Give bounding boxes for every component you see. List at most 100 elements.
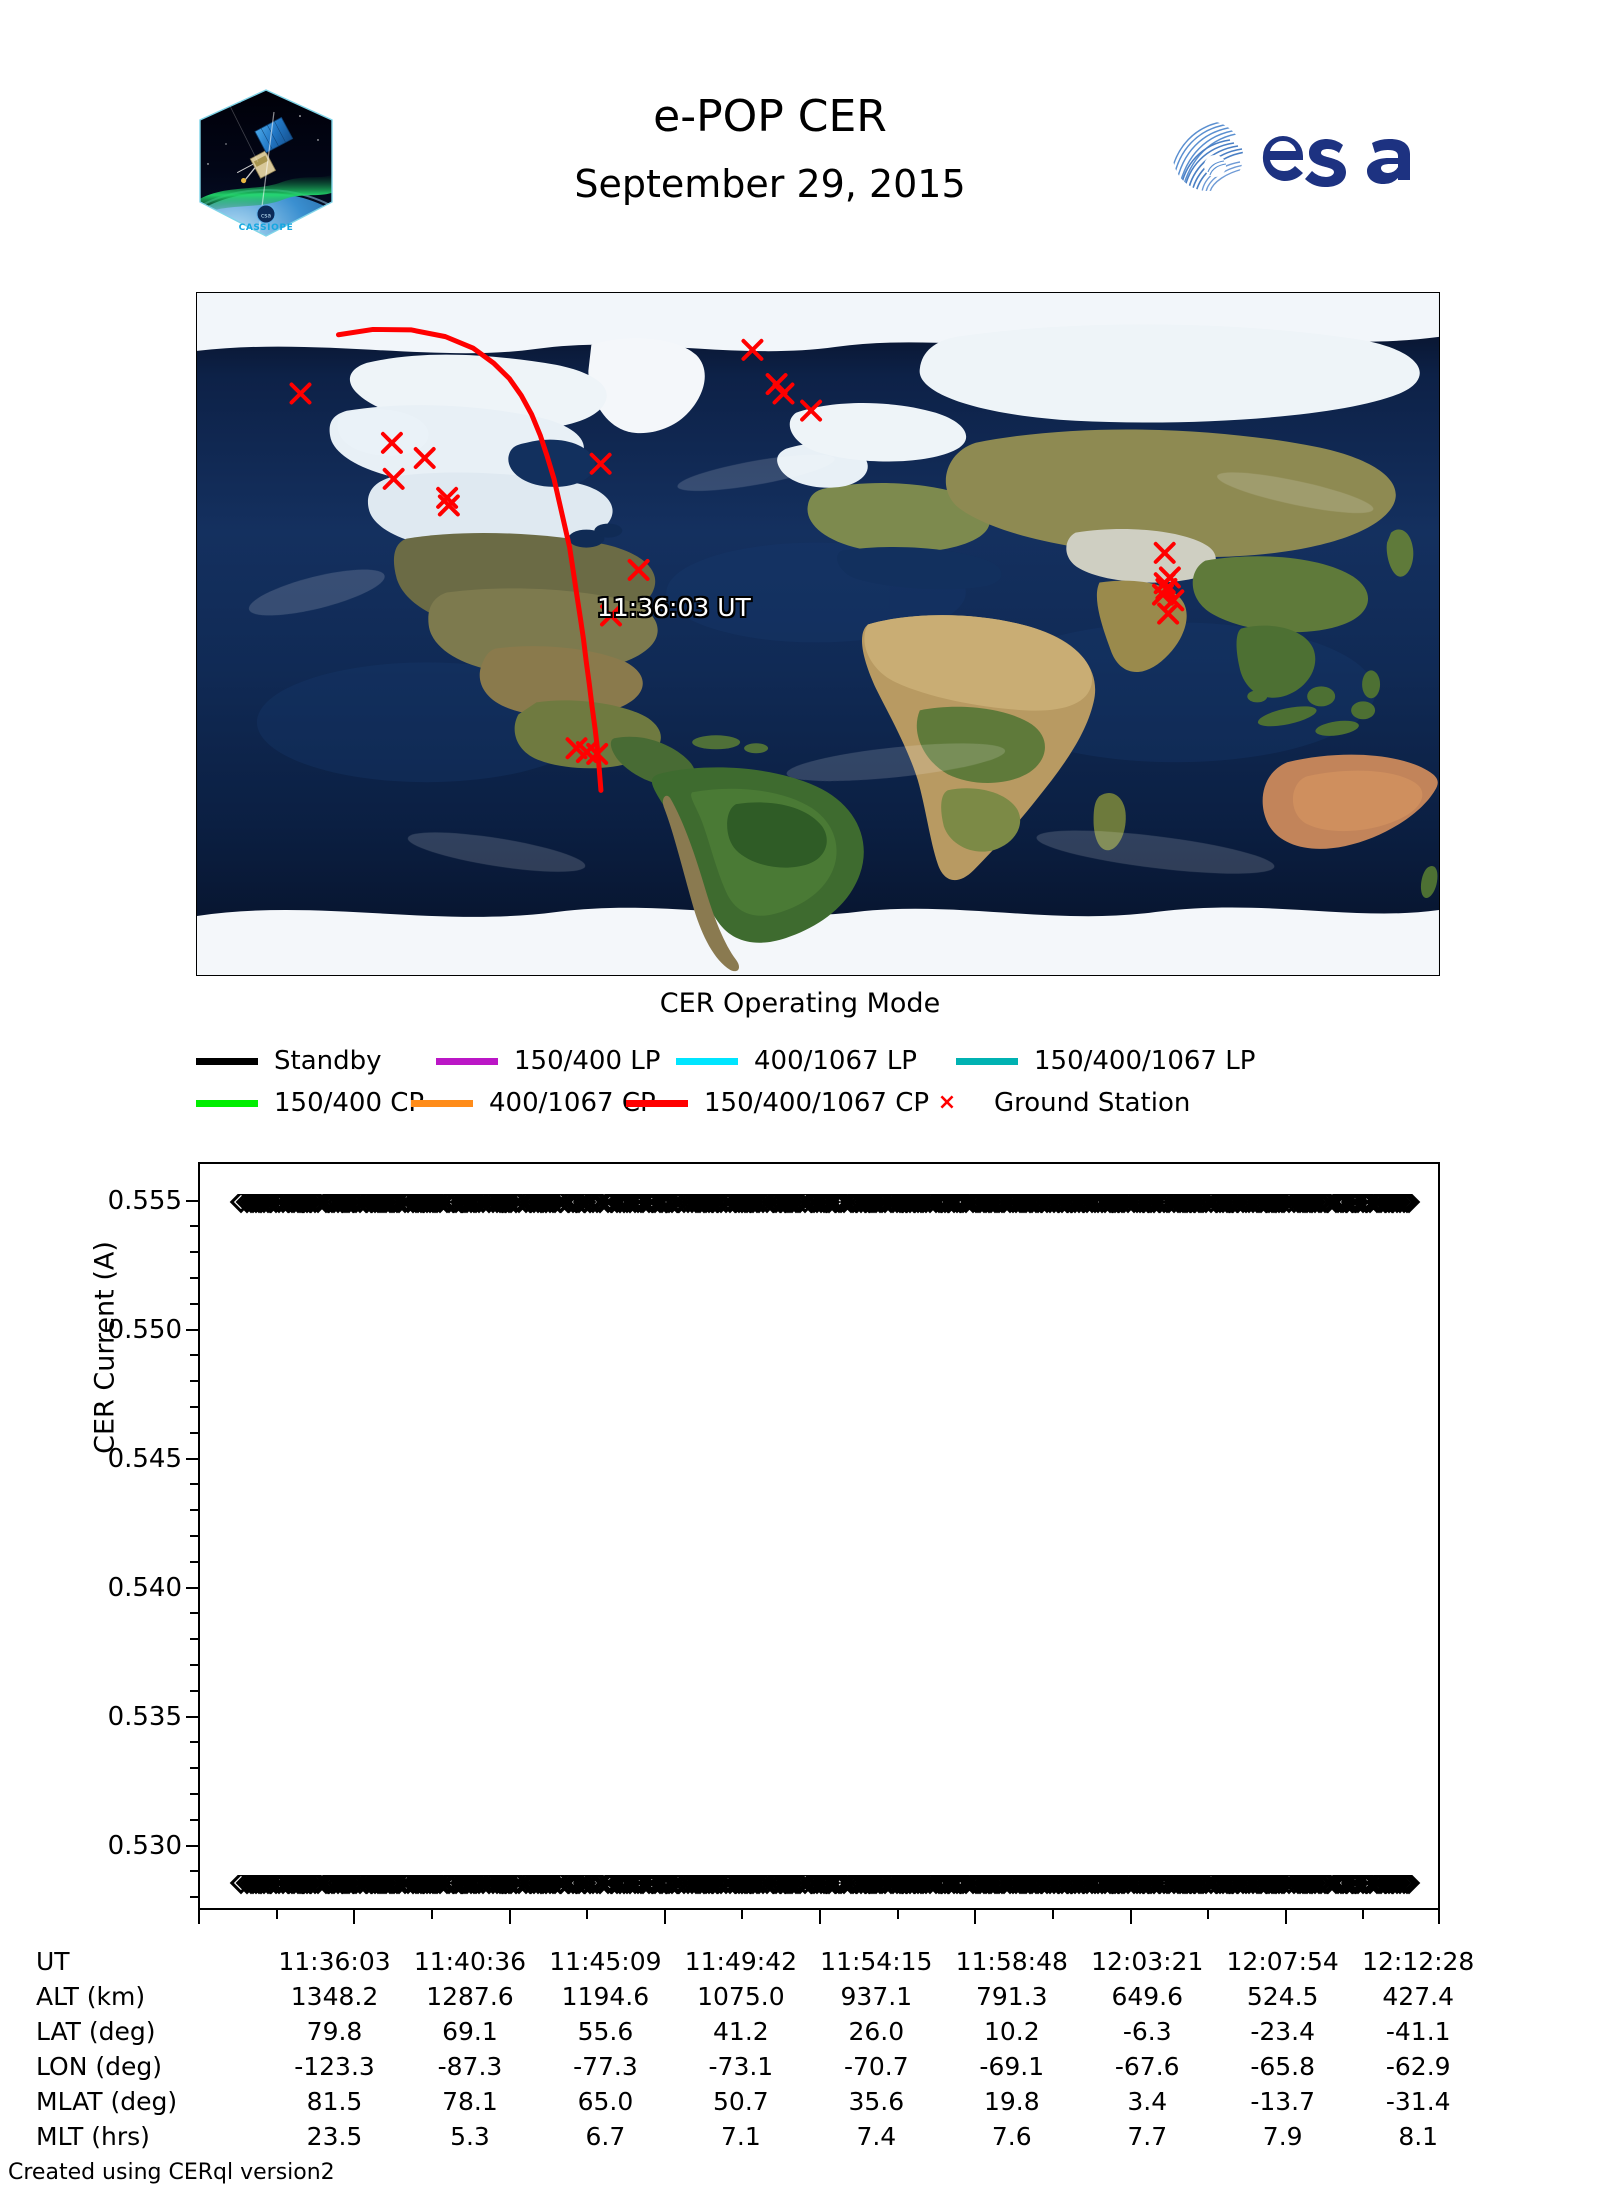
cassiope-logo-text: CASSIOPE xyxy=(239,223,294,233)
table-cell: 5.3 xyxy=(450,2122,490,2151)
ground-station-icon xyxy=(586,742,609,765)
ground-station-icon xyxy=(1151,583,1174,606)
y-tick-minor xyxy=(190,1225,200,1228)
legend-item-label: Standby xyxy=(274,1046,382,1076)
table-cell: 3.4 xyxy=(1127,2087,1168,2116)
ground-station-icon xyxy=(1162,589,1185,612)
legend-row-top: Standby 150/400 LP 400/1067 LP 150/400/1067… xyxy=(196,1040,1446,1082)
ground-station-legend-icon: × xyxy=(937,1090,957,1115)
legend-color-swatch xyxy=(411,1099,473,1107)
legend-item[interactable]: Standby xyxy=(196,1040,382,1082)
series-upper-markers xyxy=(200,1194,1438,1216)
table-cell: -67.6 xyxy=(1114,2052,1180,2081)
y-tick-label: 0.550 xyxy=(107,1314,182,1345)
table-cell: 937.1 xyxy=(840,1982,913,2011)
table-cell: -70.7 xyxy=(843,2052,909,2081)
table-cell: 65.0 xyxy=(577,2087,634,2116)
legend-item[interactable]: 150/400/1067 LP xyxy=(956,1040,1255,1082)
table-cell: 427.4 xyxy=(1382,1982,1454,2011)
legend-color-swatch xyxy=(436,1057,498,1065)
table-cell: 791.3 xyxy=(975,1982,1048,2011)
legend-item-label: 150/400/1067 LP xyxy=(1034,1046,1256,1076)
ground-station-icon xyxy=(627,558,650,581)
ground-station-icon xyxy=(800,399,823,422)
table-cell: -6.3 xyxy=(1122,2017,1172,2046)
x-tick-major xyxy=(663,1910,666,1924)
y-tick-label: 0.545 xyxy=(107,1443,182,1474)
table-cell: 11:36:03 xyxy=(278,1947,391,1976)
legend-item[interactable]: × Ground Station xyxy=(916,1082,1191,1124)
table-cell: -31.4 xyxy=(1385,2087,1451,2116)
cer-current-plot[interactable] xyxy=(198,1162,1440,1910)
x-tick-major xyxy=(1129,1910,1132,1924)
legend-row-bottom: 150/400 CP 400/1067 CP 150/400/1067 CP × Gro… xyxy=(196,1082,1446,1124)
y-tick-minor xyxy=(190,1535,200,1537)
legend-item[interactable]: 150/400 LP xyxy=(436,1040,660,1082)
svg-text:csa: csa xyxy=(261,213,271,220)
y-tick-minor xyxy=(190,1406,200,1409)
y-tick-minor xyxy=(190,1792,200,1795)
table-cell: 1075.0 xyxy=(697,1982,785,2011)
table-cell: 11:49:42 xyxy=(684,1947,797,1976)
y-tick-label: 0.535 xyxy=(107,1701,182,1732)
legend-item-label: 150/400 CP xyxy=(274,1088,425,1118)
footer-credit: Created using CERql version2 xyxy=(8,2160,335,2185)
table-cell: 1348.2 xyxy=(290,1982,379,2011)
table-cell: 7.1 xyxy=(720,2122,761,2151)
x-tick-major xyxy=(1284,1910,1287,1924)
table-cell: 11:58:48 xyxy=(955,1947,1068,1976)
x-tick-minor xyxy=(1051,1910,1054,1919)
table-cell: 26.0 xyxy=(848,2017,905,2046)
y-tick-minor xyxy=(190,1251,200,1254)
y-tick-minor xyxy=(190,1689,200,1692)
table-cell: 78.1 xyxy=(442,2087,498,2116)
legend-item-label: 150/400 LP xyxy=(514,1046,661,1076)
table-cell: -13.7 xyxy=(1250,2087,1316,2116)
legend-item[interactable]: 400/1067 LP xyxy=(676,1040,917,1082)
x-tick-major xyxy=(198,1910,200,1924)
x-tick-minor xyxy=(586,1910,589,1919)
table-cell: 12:03:21 xyxy=(1091,1947,1204,1976)
x-tick-minor xyxy=(1207,1910,1210,1919)
table-cell: 1194.6 xyxy=(561,1982,650,2011)
ground-station-icon xyxy=(1153,541,1176,564)
esa-logo xyxy=(1168,120,1450,192)
page-title: e-POP CER xyxy=(653,91,887,142)
table-row-header: MLAT (deg) xyxy=(36,2087,178,2116)
ground-station-icon xyxy=(741,338,764,361)
table-cell: 6.7 xyxy=(585,2122,626,2151)
table-cell: -73.1 xyxy=(708,2052,774,2081)
table-cell: -77.3 xyxy=(573,2052,638,2081)
legend-item-label: 150/400/1067 CP xyxy=(704,1088,930,1118)
table-row: MLAT (deg) 81.5 78.1 65.0 50.7 35.6 19.8 3.4 -13… xyxy=(36,2084,1486,2119)
legend-item[interactable]: 150/400/1067 CP xyxy=(626,1082,929,1124)
y-tick-minor xyxy=(190,1431,200,1434)
ground-station-icon xyxy=(600,604,622,627)
table-row: MLT (hrs) 23.5 5.3 6.7 7.1 7.4 7.6 7.7 7.9 8.1 xyxy=(36,2119,1486,2154)
table-cell: 79.8 xyxy=(306,2017,363,2046)
legend-item[interactable]: 150/400 CP xyxy=(196,1082,424,1124)
table-cell: 11:40:36 xyxy=(413,1947,527,1976)
y-tick-minor xyxy=(190,1663,200,1666)
table-cell: 8.1 xyxy=(1398,2122,1439,2151)
table-cell: 524.5 xyxy=(1246,1982,1319,2011)
legend-item-label: Ground Station xyxy=(994,1088,1191,1118)
x-tick-major xyxy=(1438,1910,1440,1924)
table-row: ALT (km) 1348.2 1287.6 1194.6 1075.0 937.1 791… xyxy=(36,1979,1486,2014)
table-cell: 23.5 xyxy=(306,2122,363,2151)
legend-item[interactable]: 400/1067 CP xyxy=(411,1082,656,1124)
table-cell: 19.8 xyxy=(983,2087,1040,2116)
table-row-header: MLT (hrs) xyxy=(36,2122,150,2151)
table-cell: -69.1 xyxy=(979,2052,1045,2081)
x-tick-minor xyxy=(1362,1910,1365,1919)
ground-track-map[interactable]: 11:36:03 UT 12:12:28 UT xyxy=(196,292,1440,976)
legend-color-swatch xyxy=(626,1099,688,1107)
y-tick-minor xyxy=(190,1277,200,1280)
ground-station-icon xyxy=(413,447,436,470)
table-cell: 35.6 xyxy=(848,2087,905,2116)
legend-color-swatch xyxy=(676,1057,738,1065)
operating-mode-legend: Standby 150/400 LP 400/1067 LP 150/400/1067… xyxy=(196,1040,1446,1124)
table-cell: -87.3 xyxy=(437,2052,503,2081)
y-tick-label: 0.540 xyxy=(107,1572,182,1603)
ground-station-icon xyxy=(380,431,403,454)
